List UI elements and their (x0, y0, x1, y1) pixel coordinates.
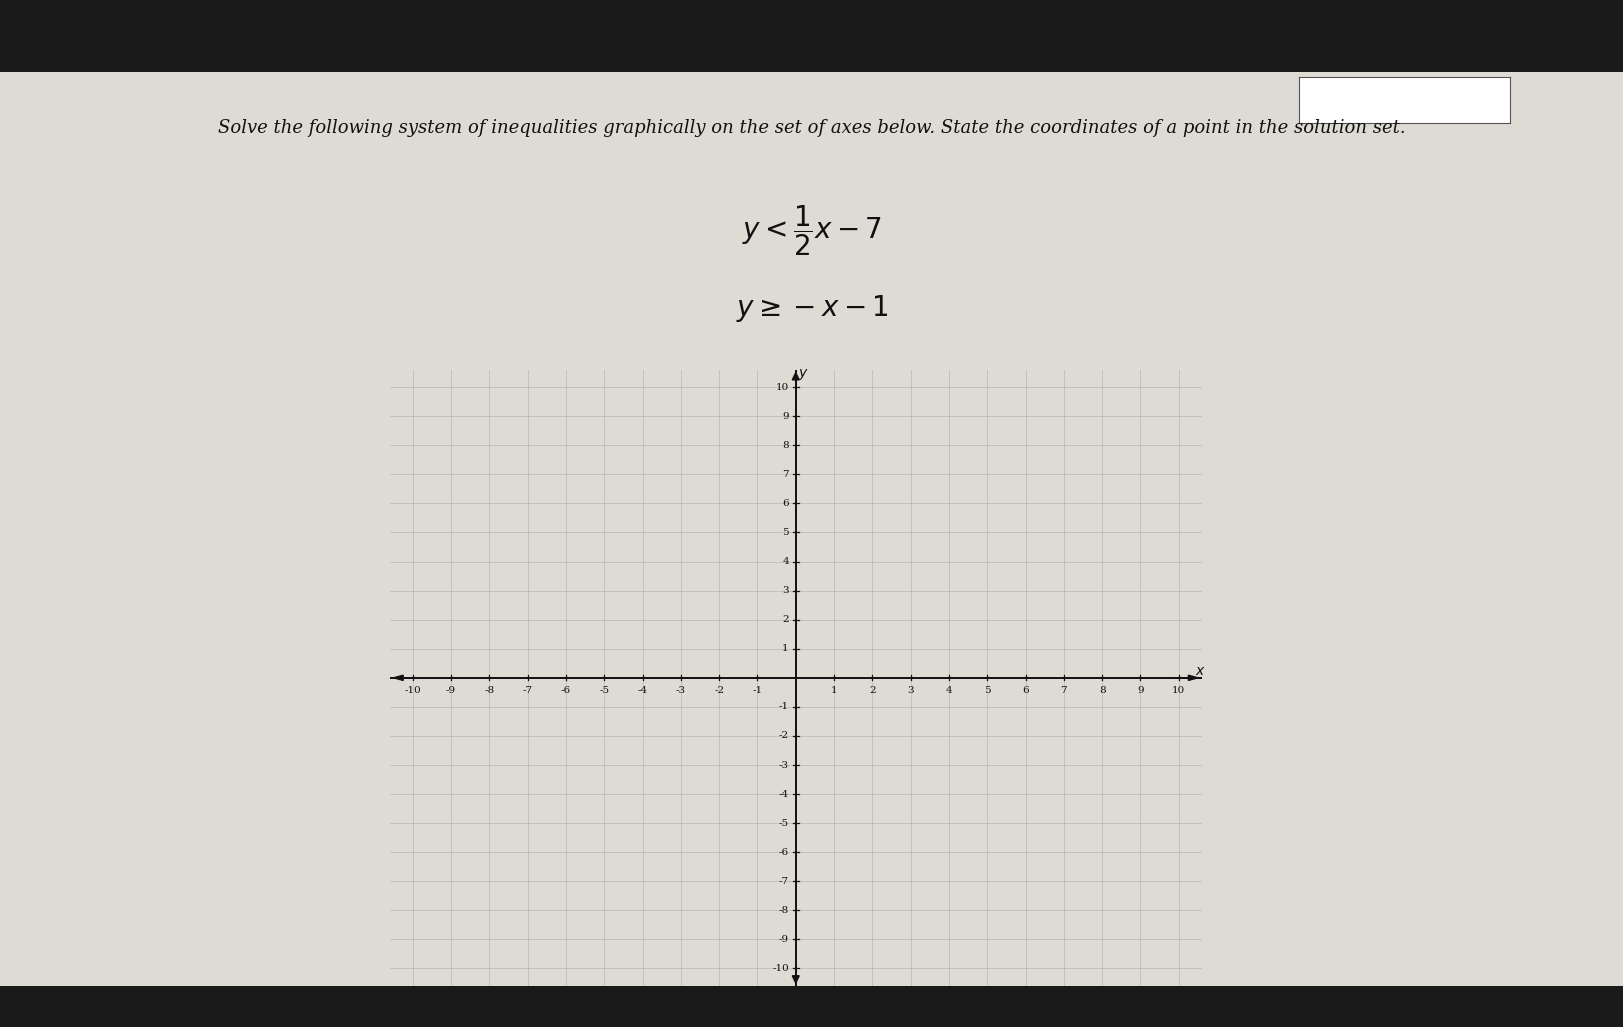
Text: 7: 7 (1060, 686, 1066, 695)
Text: -3: -3 (779, 761, 789, 769)
Text: Solve the following system of inequalities graphically on the set of axes below.: Solve the following system of inequaliti… (217, 119, 1406, 138)
Text: 2: 2 (868, 686, 875, 695)
Text: y: y (799, 366, 807, 380)
Text: 8: 8 (1099, 686, 1105, 695)
Text: -2: -2 (779, 731, 789, 740)
Text: $y < \dfrac{1}{2}x - 7$: $y < \dfrac{1}{2}x - 7$ (742, 203, 881, 259)
Text: 4: 4 (782, 557, 789, 566)
Text: 10: 10 (776, 383, 789, 391)
Text: -2: -2 (714, 686, 724, 695)
Text: 5: 5 (984, 686, 990, 695)
Text: -4: -4 (638, 686, 648, 695)
Text: -7: -7 (779, 877, 789, 885)
Text: 1: 1 (831, 686, 837, 695)
Text: 9: 9 (782, 412, 789, 421)
Text: -5: -5 (779, 819, 789, 828)
Text: 3: 3 (782, 586, 789, 595)
Text: -8: -8 (484, 686, 493, 695)
FancyArrow shape (792, 965, 799, 983)
Text: -10: -10 (771, 964, 789, 973)
Text: 1: 1 (782, 644, 789, 653)
Text: -6: -6 (779, 847, 789, 857)
Text: 6: 6 (1021, 686, 1029, 695)
Text: 10: 10 (1172, 686, 1185, 695)
Text: 7: 7 (782, 470, 789, 479)
Text: 8: 8 (782, 441, 789, 450)
Text: -4: -4 (779, 790, 789, 799)
Text: -9: -9 (446, 686, 456, 695)
Text: -10: -10 (404, 686, 420, 695)
Text: -9: -9 (779, 935, 789, 944)
Text: 6: 6 (782, 499, 789, 508)
FancyArrow shape (393, 675, 417, 681)
Text: x: x (1195, 664, 1203, 679)
FancyArrow shape (792, 373, 799, 390)
FancyArrow shape (1173, 675, 1198, 681)
Text: 2: 2 (782, 615, 789, 624)
Text: -1: -1 (751, 686, 763, 695)
Text: -8: -8 (779, 906, 789, 915)
Text: 3: 3 (907, 686, 914, 695)
Text: -5: -5 (599, 686, 609, 695)
Text: $y \geq -x - 1$: $y \geq -x - 1$ (735, 293, 888, 324)
Text: 9: 9 (1136, 686, 1143, 695)
Text: 5: 5 (782, 528, 789, 537)
Text: 4: 4 (945, 686, 951, 695)
Text: -1: -1 (779, 702, 789, 712)
Text: -3: -3 (675, 686, 685, 695)
Text: -6: -6 (560, 686, 571, 695)
Text: -7: -7 (523, 686, 532, 695)
